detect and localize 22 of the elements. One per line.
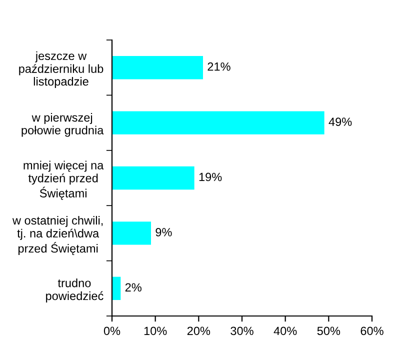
y-tick-label: trudno powiedzieć bbox=[46, 278, 104, 302]
data-label: 21% bbox=[208, 62, 230, 71]
data-label: 19% bbox=[199, 172, 222, 182]
bar bbox=[112, 56, 203, 80]
data-label: 9% bbox=[156, 228, 172, 236]
y-tick-label: jeszcze w październiku lub listopadzie bbox=[19, 51, 104, 88]
x-tick-label: 0% bbox=[104, 326, 120, 336]
bar bbox=[112, 222, 151, 245]
x-tick-label: 50% bbox=[317, 326, 340, 336]
bar bbox=[112, 111, 324, 134]
y-tick-label: w ostatniej chwili, tj. na dzień\dwa przed Świętami bbox=[12, 216, 103, 256]
y-tick-label: w pierwszej połowie grudnia bbox=[22, 113, 104, 137]
x-tick-label: 60% bbox=[360, 326, 384, 336]
data-label: 49% bbox=[328, 118, 352, 126]
x-tick-label: 30% bbox=[230, 326, 254, 336]
bar bbox=[112, 166, 194, 190]
x-tick-label: 10% bbox=[144, 326, 167, 336]
y-tick-label: mniej więcej na tydzień przed Świętami bbox=[24, 160, 104, 200]
bar bbox=[112, 276, 121, 300]
x-tick-label: 40% bbox=[274, 326, 297, 336]
data-label: 2% bbox=[125, 283, 142, 292]
x-tick-label: 20% bbox=[187, 326, 210, 336]
